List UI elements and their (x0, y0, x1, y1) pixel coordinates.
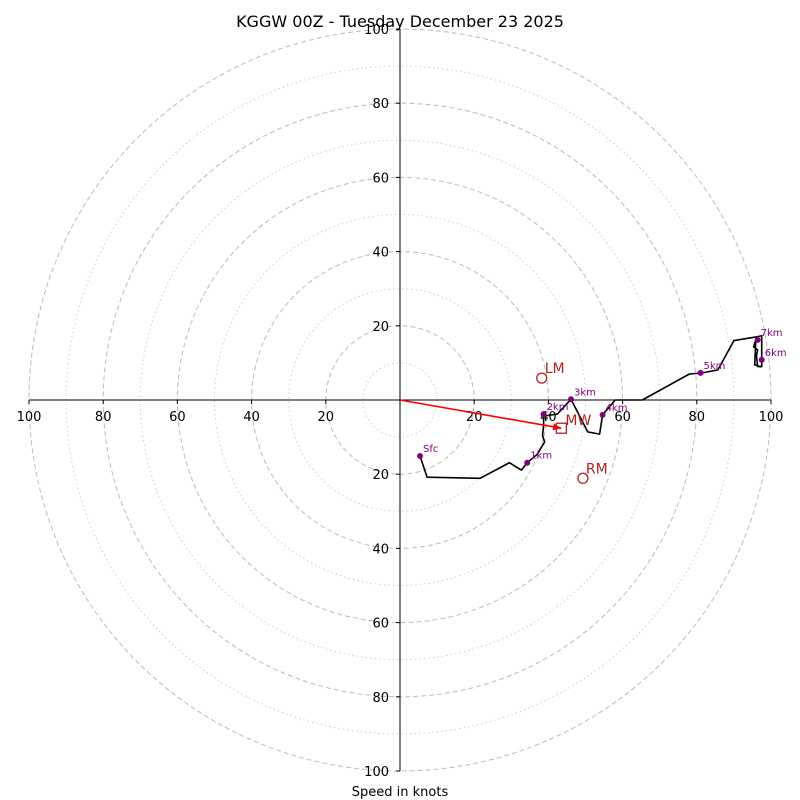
y-tick-label: 40 (372, 542, 389, 557)
height-marker-5km (697, 369, 704, 376)
height-marker-label: 7km (761, 328, 783, 339)
storm-motion-mw (555, 422, 568, 434)
mean-wind-vector (399, 399, 562, 429)
y-tick-label: 80 (372, 97, 389, 112)
x-tick-label: 60 (169, 410, 186, 425)
x-tick-label: 80 (689, 410, 706, 425)
height-marker-label: 5km (704, 361, 726, 372)
x-axis-label: Speed in knots (352, 785, 449, 800)
y-tick-label: 100 (364, 765, 389, 780)
height-marker-1km (524, 459, 531, 466)
storm-motion-rm (577, 472, 589, 484)
height-marker-label: 4km (606, 403, 628, 414)
height-marker-label: 2km (547, 402, 569, 413)
height-marker-label: 3km (574, 387, 596, 398)
x-tick-label: 20 (318, 410, 335, 425)
y-tick-label: 60 (372, 171, 389, 186)
tick-labels: 100 80 60 40 20 20 40 60 80 100100806040202040608… (17, 23, 784, 780)
height-marker-4km (599, 411, 606, 418)
y-tick-label: 40 (372, 246, 389, 261)
storm-motion-lm (536, 372, 548, 384)
x-tick-label: 100 (17, 410, 42, 425)
x-tick-label: 40 (243, 410, 260, 425)
storm-motion-label-mw: MW (565, 413, 591, 429)
chart-title: KGGW 00Z - Tuesday December 23 2025 (236, 12, 564, 31)
x-tick-label: 80 (95, 410, 112, 425)
height-marker-label: 6km (765, 348, 787, 359)
x-tick-label: 60 (614, 410, 631, 425)
y-tick-label: 20 (372, 468, 389, 483)
y-tick-label: 80 (372, 691, 389, 706)
height-marker-7km (754, 336, 761, 343)
height-marker-label: Sfc (423, 444, 438, 455)
hodograph-trace (419, 334, 763, 480)
storm-motion-label-rm: RM (586, 461, 608, 477)
y-tick-label: 100 (364, 23, 389, 38)
height-marker-2km (540, 411, 547, 418)
y-tick-label: 60 (372, 617, 389, 632)
storm-motion-label-lm: LM (545, 361, 565, 377)
height-marker-3km (568, 396, 575, 403)
height-marker-Sfc (417, 453, 424, 460)
storm-motion-markers: LM RM MW (536, 361, 608, 484)
height-marker-label: 1km (530, 451, 552, 462)
x-tick-label: 100 (759, 410, 784, 425)
y-tick-label: 20 (372, 320, 389, 335)
height-markers: Sfc 1km 2km 3km 4km 5km 6km 7km (417, 328, 787, 466)
height-marker-6km (758, 356, 765, 363)
